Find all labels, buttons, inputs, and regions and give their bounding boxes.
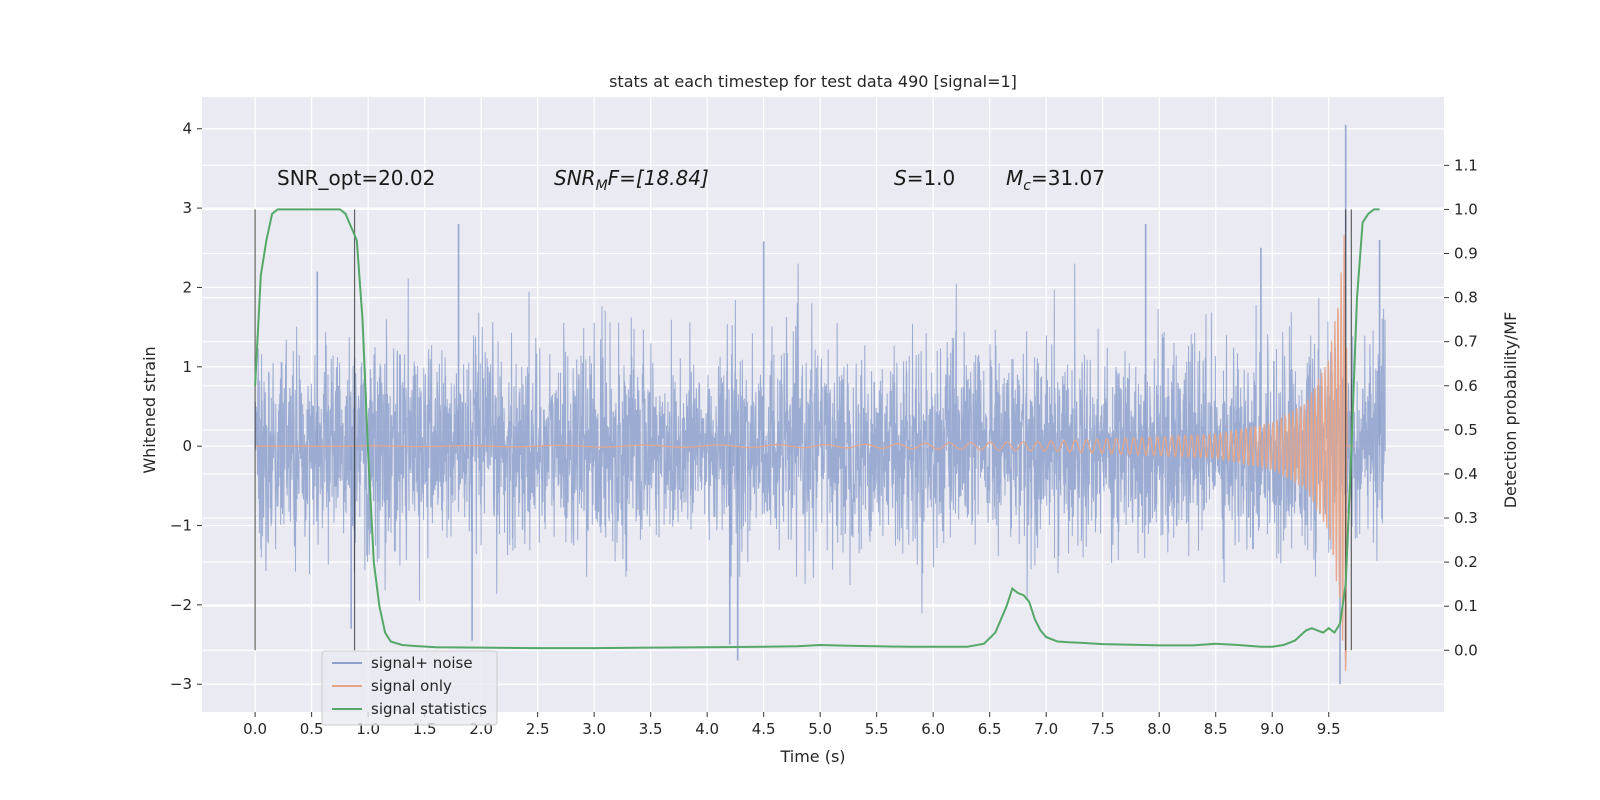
y-tick-label: −2 <box>170 596 192 614</box>
signal-noise-line <box>254 263 1386 614</box>
x-tick-label: 4.5 <box>752 720 776 738</box>
y-tick-label: 0 <box>182 437 192 455</box>
y-tick-label: 3 <box>182 199 192 217</box>
legend-label-signal-only: signal only <box>371 677 452 695</box>
annotation-s: S=1.0 <box>894 166 955 190</box>
y2-axis-ticks: 1.1 1.0 0.9 0.8 0.7 0.6 0.5 0.4 0.3 0.2 0.1 0.0 <box>1444 156 1478 659</box>
x-tick-label: 6.0 <box>921 720 945 738</box>
y2-tick-label: 1.1 <box>1454 156 1478 174</box>
legend-box <box>321 650 498 726</box>
signal-statistics-line <box>254 208 1380 650</box>
y2-tick-label: 0.3 <box>1454 509 1478 527</box>
annotation-mc: Mc=31.07 <box>1006 166 1105 194</box>
signal-only-line <box>255 235 1354 671</box>
y2-axis-label: Detection probability/MF <box>1501 312 1520 509</box>
y2-tick-label: 1.0 <box>1454 200 1478 218</box>
x-tick-label: 7.5 <box>1091 720 1115 738</box>
y-tick-label: 2 <box>182 278 192 296</box>
y-axis-ticks: 4 3 2 1 0 −1 −2 −3 <box>170 120 202 693</box>
y2-tick-label: 0.1 <box>1454 597 1478 615</box>
y2-tick-label: 0.5 <box>1454 421 1478 439</box>
x-tick-label: 0.5 <box>300 720 324 738</box>
y2-tick-label: 0.4 <box>1454 465 1478 483</box>
chart-title: stats at each timestep for test data 490… <box>609 72 1017 91</box>
x-tick-label: 2.5 <box>526 720 550 738</box>
x-axis-label: Time (s) <box>779 747 845 766</box>
x-tick-label: 5.0 <box>808 720 832 738</box>
signal-statistics-series <box>254 208 1380 650</box>
legend: signal+ noise signal only signal statist… <box>321 650 498 726</box>
annotation-s-value: =1.0 <box>907 166 956 190</box>
legend-label-signal-statistics: signal statistics <box>371 700 487 718</box>
signal-only-series <box>255 235 1354 671</box>
annotations: SNR_opt=20.02 SNRMF=[18.84] S=1.0 Mc=31.… <box>277 166 1105 194</box>
y-tick-label: −1 <box>170 517 192 535</box>
x-tick-label: 3.5 <box>639 720 663 738</box>
y-tick-label: −3 <box>170 675 192 693</box>
x-tick-label: 6.5 <box>978 720 1002 738</box>
y-axis-label: Whitened strain <box>140 346 159 473</box>
annotation-s-label: S <box>894 166 907 190</box>
x-tick-label: 8.0 <box>1147 720 1171 738</box>
x-tick-label: 8.5 <box>1204 720 1228 738</box>
y2-tick-label: 0.7 <box>1454 333 1478 351</box>
x-tick-label: 3.0 <box>582 720 606 738</box>
y2-tick-label: 0.8 <box>1454 289 1478 307</box>
legend-label-signal-noise: signal+ noise <box>371 654 473 672</box>
y-tick-label: 1 <box>182 358 192 376</box>
annotation-mc-sub: c <box>1023 178 1031 194</box>
y2-tick-label: 0.9 <box>1454 245 1478 263</box>
y2-tick-label: 0.0 <box>1454 641 1478 659</box>
annotation-mc-value: =31.07 <box>1031 166 1105 190</box>
x-tick-label: 0.0 <box>243 720 267 738</box>
x-tick-label: 7.0 <box>1034 720 1058 738</box>
y2-tick-label: 0.2 <box>1454 553 1478 571</box>
y-tick-label: 4 <box>182 120 192 138</box>
x-tick-label: 5.5 <box>865 720 889 738</box>
annotation-snr-mf-rest: F=[18.84] <box>608 166 709 190</box>
annotation-snr-mf-sub: M <box>596 178 608 194</box>
x-tick-label: 4.0 <box>695 720 719 738</box>
vertical-markers <box>254 209 1352 651</box>
annotation-snr-mf: SNRMF=[18.84] <box>554 166 709 194</box>
x-tick-label: 9.5 <box>1317 720 1341 738</box>
annotation-snr-opt: SNR_opt=20.02 <box>277 166 435 190</box>
annotation-mc-base: M <box>1006 166 1023 190</box>
annotation-snr-mf-base: SNR <box>554 166 596 190</box>
x-tick-label: 9.0 <box>1260 720 1284 738</box>
y2-tick-label: 0.6 <box>1454 377 1478 395</box>
